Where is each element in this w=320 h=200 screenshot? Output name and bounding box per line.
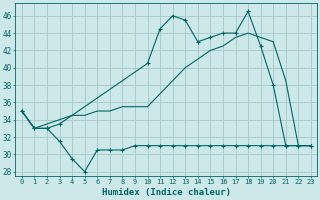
X-axis label: Humidex (Indice chaleur): Humidex (Indice chaleur) [102,188,231,197]
